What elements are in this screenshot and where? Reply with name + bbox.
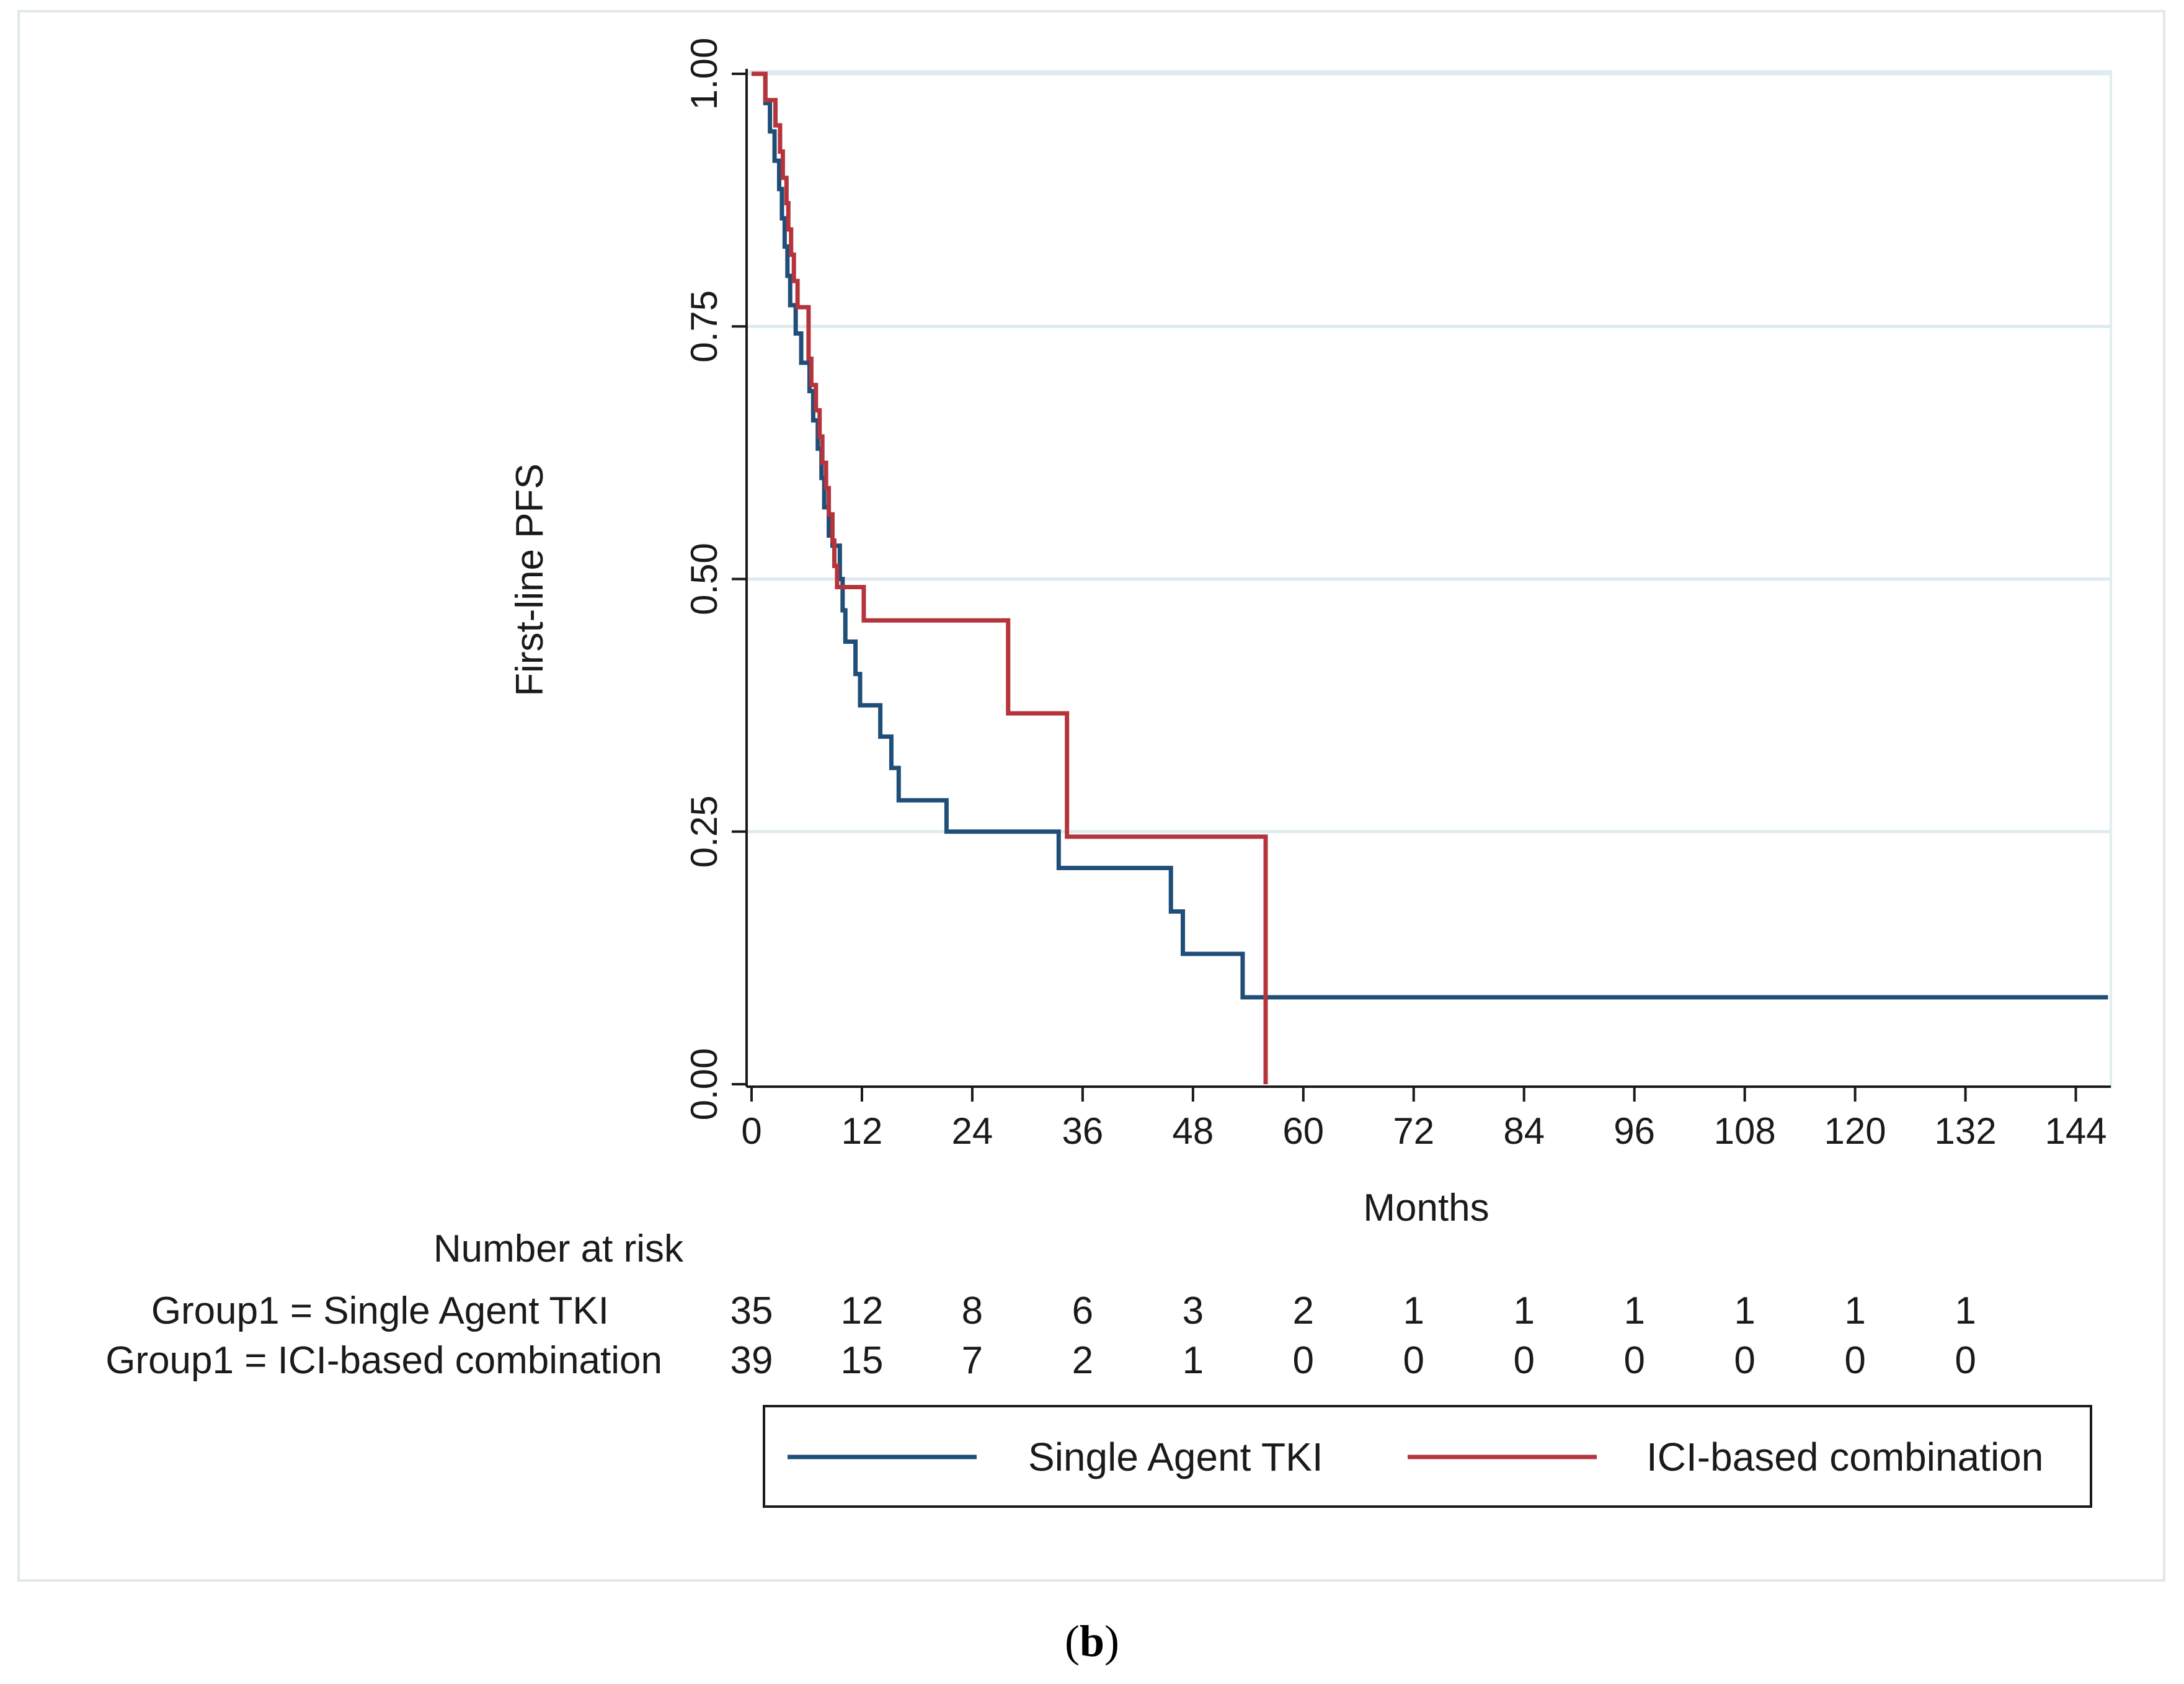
risk-value-single-agent-tki: 1: [1403, 1290, 1424, 1332]
risk-table-title: Number at risk: [433, 1227, 684, 1270]
number-at-risk-table: Number at risk Group1 = Single Agent TKI…: [105, 1227, 1976, 1382]
legend-label-single-agent-tki: Single Agent TKI: [1028, 1435, 1323, 1479]
x-tick-label: 132: [1935, 1110, 1997, 1152]
risk-value-ici-based-combination: 0: [1734, 1339, 1755, 1382]
risk-value-ici-based-combination: 0: [1844, 1339, 1865, 1382]
panel-label-letter: b: [1079, 1616, 1105, 1666]
survival-curves: [752, 71, 2108, 1084]
risk-value-single-agent-tki: 2: [1293, 1290, 1314, 1332]
y-tick-label: 0.25: [683, 795, 725, 868]
risk-value-ici-based-combination: 0: [1403, 1339, 1424, 1382]
risk-value-ici-based-combination: 1: [1183, 1339, 1204, 1382]
risk-value-ici-based-combination: 2: [1072, 1339, 1093, 1382]
axes: 0.00 0.25 0.50 0.75 1.00 0 12 24 36 48 60 72 84 96 108…: [683, 38, 2111, 1152]
panel-label: (b): [1064, 1616, 1119, 1666]
risk-value-ici-based-combination: 0: [1293, 1339, 1314, 1382]
figure-frame: [17, 10, 2165, 1582]
y-tick-label: 0.50: [683, 543, 725, 615]
gridlines: [745, 70, 2112, 1088]
x-tick-label: 12: [841, 1110, 883, 1152]
risk-value-ici-based-combination: 39: [730, 1339, 773, 1382]
curve-ici-based-combination: [752, 71, 1268, 1084]
x-tick-label: 36: [1062, 1110, 1104, 1152]
risk-value-ici-based-combination: 0: [1513, 1339, 1534, 1382]
risk-row-label-tki: Group1 = Single Agent TKI: [151, 1290, 609, 1332]
risk-value-single-agent-tki: 8: [962, 1290, 983, 1332]
risk-value-single-agent-tki: 35: [730, 1290, 773, 1332]
y-tick-label: 0.00: [683, 1048, 725, 1121]
y-tick-label: 0.75: [683, 290, 725, 363]
x-tick-label: 120: [1824, 1110, 1886, 1152]
risk-row-label-ici: Group1 = ICI-based combination: [105, 1339, 662, 1382]
legend: Single Agent TKI ICI-based combination: [763, 1405, 2092, 1508]
y-tick-label: 1.00: [683, 38, 725, 110]
risk-value-single-agent-tki: 6: [1072, 1290, 1093, 1332]
curve-single-agent-tki: [752, 71, 2108, 1000]
risk-value-single-agent-tki: 1: [1955, 1290, 1976, 1332]
x-tick-label: 0: [741, 1110, 761, 1152]
risk-value-single-agent-tki: 3: [1183, 1290, 1204, 1332]
risk-value-single-agent-tki: 1: [1623, 1290, 1645, 1332]
risk-value-ici-based-combination: 0: [1623, 1339, 1645, 1382]
risk-value-ici-based-combination: 0: [1955, 1339, 1976, 1382]
x-tick-label: 72: [1393, 1110, 1434, 1152]
risk-value-single-agent-tki: 1: [1734, 1290, 1755, 1332]
x-tick-label: 84: [1503, 1110, 1545, 1152]
risk-value-ici-based-combination: 7: [962, 1339, 983, 1382]
x-tick-label: 48: [1172, 1110, 1214, 1152]
risk-value-ici-based-combination: 15: [840, 1339, 883, 1382]
legend-label-ici-based-combination: ICI-based combination: [1646, 1435, 2043, 1479]
x-tick-label: 144: [2044, 1110, 2106, 1152]
x-tick-label: 60: [1282, 1110, 1324, 1152]
x-tick-label: 24: [952, 1110, 993, 1152]
x-tick-label: 96: [1614, 1110, 1655, 1152]
risk-value-single-agent-tki: 12: [840, 1290, 883, 1332]
risk-value-single-agent-tki: 1: [1844, 1290, 1865, 1332]
x-tick-label: 108: [1714, 1110, 1776, 1152]
x-axis-label: Months: [1363, 1187, 1489, 1229]
risk-value-single-agent-tki: 1: [1513, 1290, 1534, 1332]
y-axis-label: First-line PFS: [508, 463, 551, 696]
